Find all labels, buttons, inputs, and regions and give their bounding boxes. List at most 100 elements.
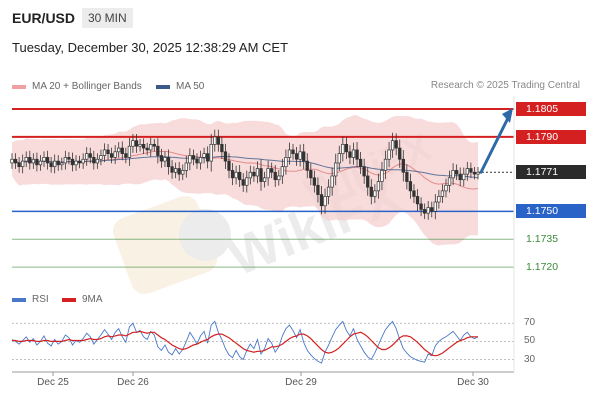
candle — [270, 162, 274, 179]
legend-rsi-label: RSI — [32, 294, 49, 305]
projection-arrowhead — [502, 108, 513, 124]
candle — [380, 161, 384, 191]
projection-arrow-shaft — [479, 116, 510, 174]
candle — [262, 171, 267, 188]
candle — [124, 147, 128, 164]
rsi-tick-label: 30 — [524, 353, 536, 365]
candle — [458, 167, 462, 187]
candle — [447, 170, 452, 193]
candle — [437, 189, 441, 209]
candle — [13, 153, 18, 169]
legend-ma9-swatch — [62, 297, 76, 302]
candle — [422, 203, 427, 220]
instrument-symbol: EUR/USD — [12, 10, 76, 26]
candle — [366, 167, 370, 196]
candle — [326, 179, 331, 205]
candle — [319, 186, 324, 215]
candle — [109, 147, 114, 164]
legend-ma50-swatch — [156, 84, 170, 89]
rsi-tick-label: 70 — [524, 317, 536, 329]
candle — [433, 194, 437, 220]
candle — [255, 161, 260, 184]
candle — [383, 150, 388, 179]
candle — [85, 147, 89, 166]
candle — [241, 173, 245, 192]
candle — [173, 162, 178, 179]
candle — [177, 161, 181, 181]
candle — [28, 150, 32, 170]
candle — [138, 139, 142, 152]
candle — [131, 134, 135, 153]
candle — [334, 153, 338, 186]
x-tick-label: Dec 25 — [37, 377, 69, 388]
candle — [277, 170, 281, 186]
candle — [163, 151, 167, 168]
level-label-current-price: 1.1771 — [516, 165, 586, 180]
candle — [280, 158, 285, 184]
candle — [373, 184, 377, 204]
candle — [387, 142, 391, 168]
candle — [77, 155, 82, 169]
candle — [291, 143, 295, 160]
candle — [127, 137, 132, 166]
chart-datetime: Tuesday, December 30, 2025 12:38:29 AM C… — [12, 40, 289, 55]
candle — [259, 159, 263, 191]
candle — [170, 160, 174, 179]
candle — [10, 153, 14, 169]
legend-rsi-swatch — [12, 297, 26, 302]
candle — [205, 146, 210, 169]
candle — [312, 170, 317, 193]
candle — [159, 148, 164, 168]
candle — [305, 153, 309, 179]
candle — [465, 161, 469, 181]
candle — [42, 151, 46, 168]
candle — [113, 145, 117, 164]
candle — [245, 170, 249, 193]
candle — [202, 147, 206, 164]
legend-ma9-label: 9MA — [82, 294, 103, 305]
candle — [213, 129, 217, 152]
candle — [230, 163, 235, 186]
candle — [462, 167, 466, 187]
candle — [351, 142, 356, 165]
candle — [344, 137, 349, 160]
candle — [188, 148, 192, 171]
research-credit: Research © 2025 Trading Central — [430, 80, 580, 91]
candle — [53, 154, 57, 174]
candle — [31, 153, 35, 169]
legend-ma50: MA 50 — [156, 81, 204, 92]
candle — [106, 143, 110, 160]
candle — [35, 152, 39, 172]
candle — [266, 160, 270, 186]
candle — [376, 173, 381, 199]
candle — [166, 149, 171, 175]
candle — [60, 157, 64, 171]
candle — [398, 139, 402, 168]
candle — [284, 149, 288, 175]
time-axis — [12, 96, 515, 376]
candle — [209, 133, 213, 172]
candle — [362, 158, 366, 184]
legend-rsi: RSI — [12, 294, 49, 305]
candle — [323, 188, 327, 214]
candle — [74, 155, 78, 171]
candle — [309, 163, 313, 186]
candle — [141, 138, 146, 155]
candle — [348, 145, 352, 164]
candle — [99, 149, 103, 166]
timeframe-badge[interactable]: 30 MIN — [82, 8, 133, 28]
candle — [95, 153, 100, 169]
legend-bollinger-label: MA 20 + Bollinger Bands — [32, 81, 142, 92]
candle — [419, 197, 423, 217]
candle — [390, 132, 395, 158]
candle — [149, 137, 153, 157]
candle — [88, 147, 92, 164]
legend-ma50-label: MA 50 — [176, 81, 205, 92]
candle — [134, 134, 139, 153]
candle — [298, 144, 302, 167]
legend-bollinger-swatch — [12, 84, 26, 89]
level-label-support-1: 1.1750 — [516, 204, 586, 219]
candle — [302, 143, 306, 170]
candle — [472, 166, 477, 180]
